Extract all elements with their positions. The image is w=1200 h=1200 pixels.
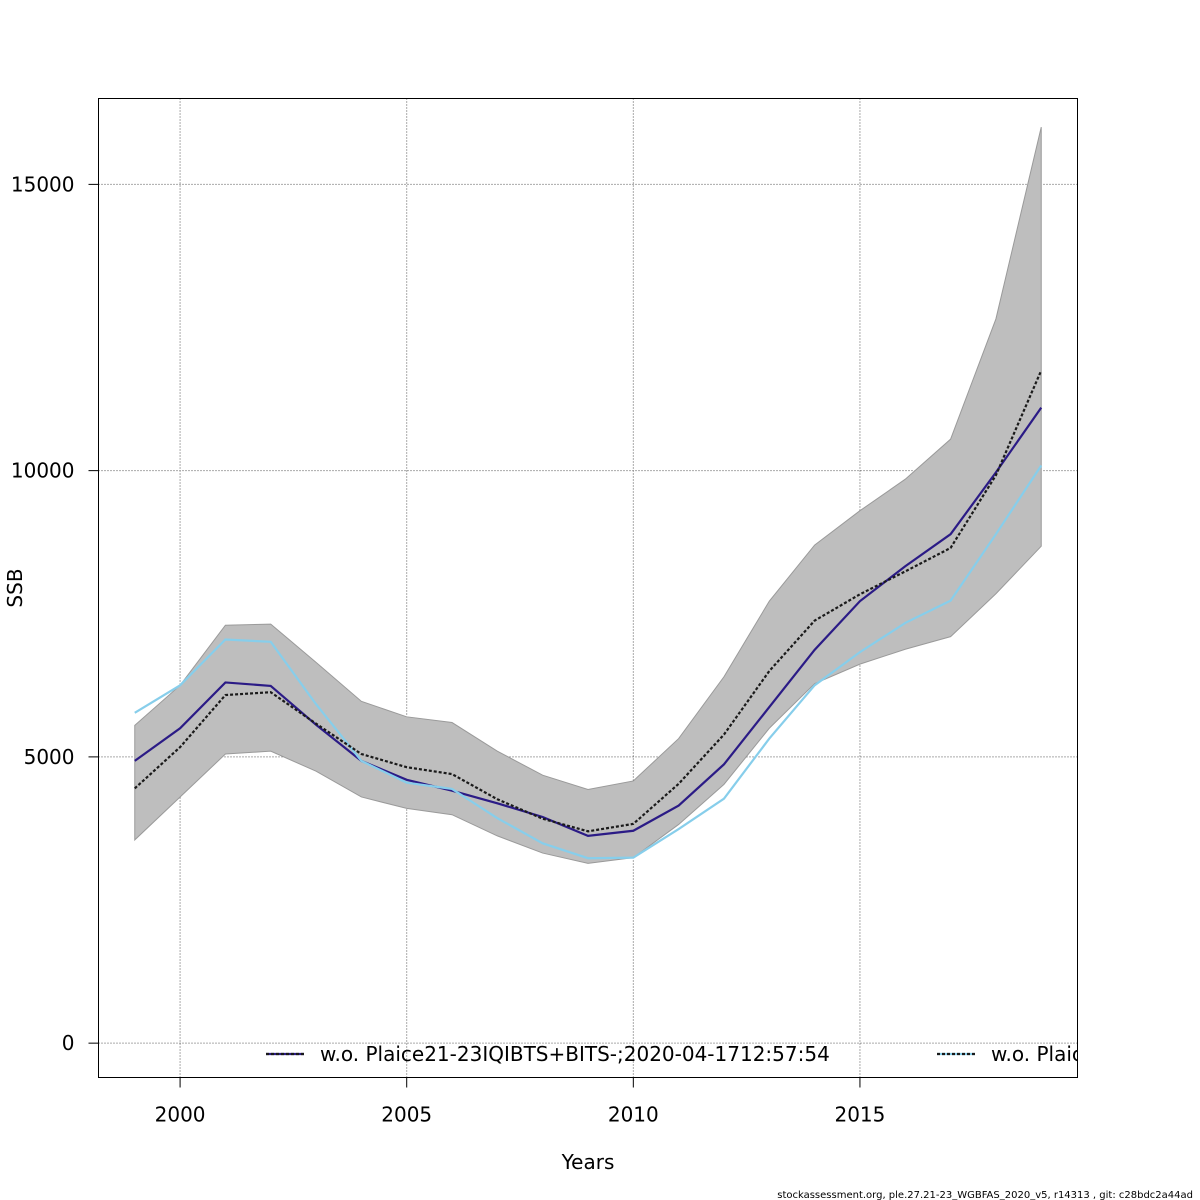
x-tick-label: 2000 (155, 1103, 206, 1127)
series-line-2 (134, 464, 1043, 860)
y-tick-label: 5000 (24, 745, 75, 769)
series-line-dotted (134, 370, 1043, 833)
x-tick-label: 2005 (381, 1103, 432, 1127)
legend: w.o. Plaice21-23IQIBTS+BITS-;2020-04-171… (266, 1042, 1083, 1066)
series-layer (134, 370, 1043, 860)
y-tick-label: 10000 (11, 459, 75, 483)
y-tick-label: 15000 (11, 172, 75, 196)
y-axis: 0 5000 10000 15000 (11, 172, 99, 1055)
confidence-band-layer (134, 127, 1042, 864)
legend-items: w.o. Plaice21-23IQIBTS+BITS-;2020-04-171… (266, 1042, 1083, 1066)
x-axis: 2000 2005 2010 2015 (155, 1077, 885, 1127)
y-tick-label: 0 (62, 1031, 75, 1055)
confidence-band (134, 127, 1042, 864)
y-axis-title: SSB (3, 568, 27, 607)
x-tick-label: 2015 (834, 1103, 885, 1127)
footer-source: stockassessment.org, ple.27.21-23_WGBFAS… (777, 1190, 1193, 1200)
plot-frame (98, 98, 1078, 1078)
x-tick-label: 2010 (608, 1103, 659, 1127)
legend-label-1: w.o. Plaic (991, 1042, 1083, 1066)
legend-label-0: w.o. Plaice21-23IQIBTS+BITS-;2020-04-171… (320, 1042, 830, 1066)
x-axis-title: Years (561, 1150, 615, 1174)
